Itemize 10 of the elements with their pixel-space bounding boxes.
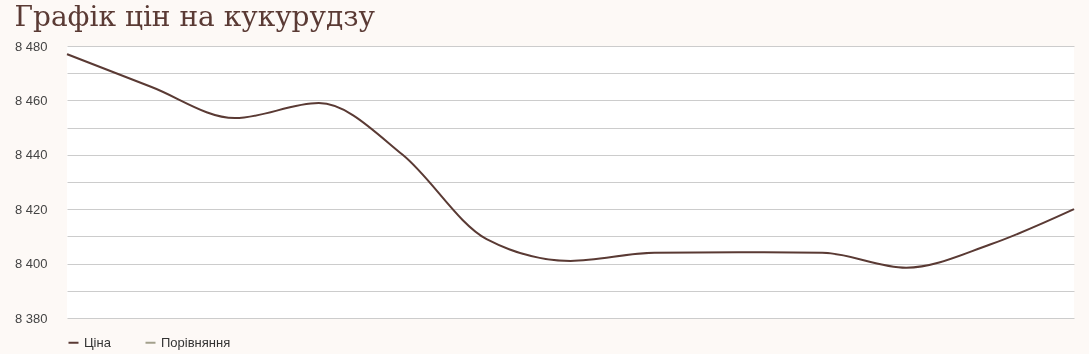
y-tick-label: 8 480	[14, 38, 48, 54]
legend-label: Ціна	[84, 334, 112, 350]
legend-label: Порівняння	[161, 334, 231, 350]
line-series	[66, 53, 1075, 269]
chart-title: Графік цін на кукурудзу	[14, 0, 376, 33]
y-tick-label: 8 460	[14, 92, 48, 108]
y-tick-label: 8 400	[14, 256, 48, 272]
y-tick-label: 8 380	[14, 310, 48, 326]
y-tick-label: 8 440	[14, 147, 48, 163]
y-tick-label: 8 420	[14, 201, 48, 217]
